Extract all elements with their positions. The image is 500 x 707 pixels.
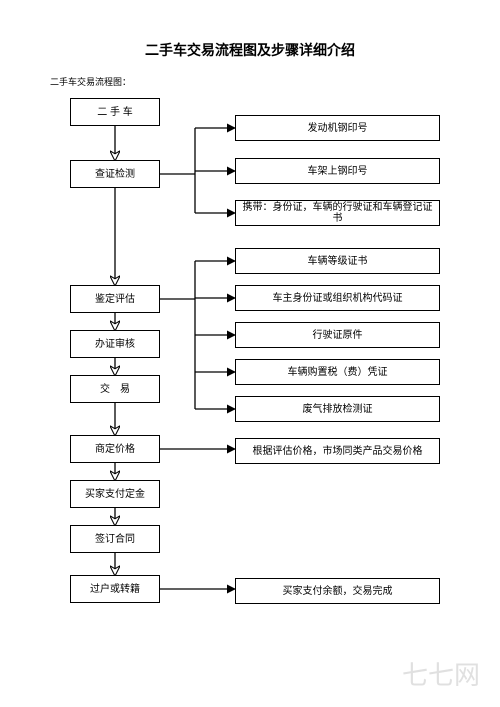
detail-node-d6: 车辆购置税（费）凭证 (235, 359, 440, 385)
detail-node-d4: 车主身份证或组织机构代码证 (235, 285, 440, 311)
detail-node-d7: 废气排放检测证 (235, 396, 440, 422)
watermark: 七七网 (402, 655, 480, 692)
main-node-n5: 商定价格 (70, 435, 160, 463)
page-subtitle: 二手车交易流程图： (50, 75, 131, 88)
main-node-n8: 过户或转籍 (70, 575, 160, 603)
main-node-n4: 交 易 (70, 375, 160, 403)
detail-node-d5: 行驶证原件 (235, 322, 440, 348)
page-title: 二手车交易流程图及步骤详细介绍 (0, 40, 500, 60)
main-node-n0: 二 手 车 (70, 98, 160, 126)
detail-node-d9: 买家支付余额，交易完成 (235, 578, 440, 604)
detail-node-d1: 车架上钢印号 (235, 158, 440, 184)
flowchart-stage: 二手车交易流程图及步骤详细介绍 二手车交易流程图： 七七网 二 手 车查证检测鉴… (0, 0, 500, 707)
detail-node-d2: 携带：身份证，车辆的行驶证和车辆登记证书 (235, 200, 440, 226)
detail-node-d3: 车辆等级证书 (235, 248, 440, 274)
main-node-n2: 鉴定评估 (70, 285, 160, 313)
main-node-n6: 买家支付定金 (70, 480, 160, 508)
main-node-n1: 查证检测 (70, 160, 160, 188)
main-node-n7: 签订合同 (70, 525, 160, 553)
detail-node-d8: 根据评估价格，市场同类产品交易价格 (235, 438, 440, 464)
detail-node-d0: 发动机钢印号 (235, 115, 440, 141)
main-node-n3: 办证审核 (70, 330, 160, 358)
